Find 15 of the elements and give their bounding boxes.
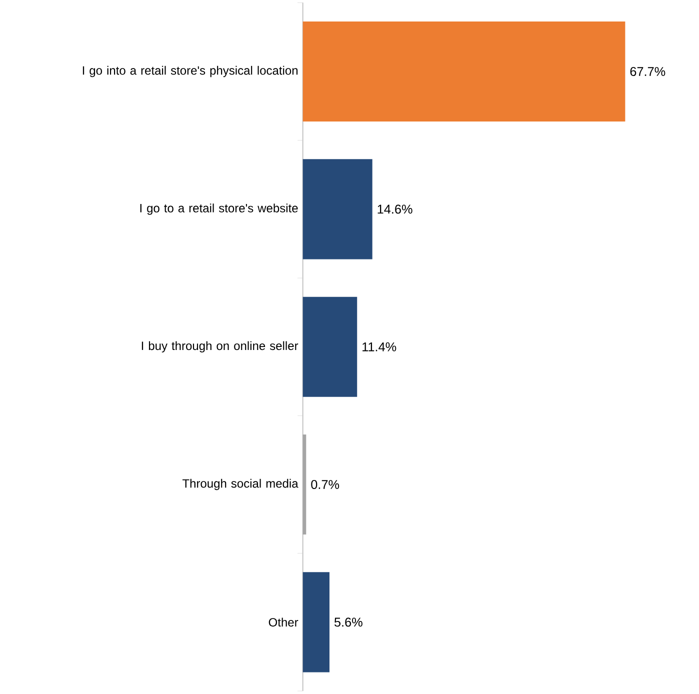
bar xyxy=(302,296,358,398)
y-tick-label: Other xyxy=(268,618,298,627)
y-tick-label: I buy through on online seller xyxy=(142,341,298,353)
y-tick-label: I go to a retail store's website xyxy=(140,204,298,215)
bar xyxy=(302,22,626,122)
data-label: 0.7% xyxy=(311,480,340,490)
bar xyxy=(302,159,372,260)
data-label: 11.4% xyxy=(362,342,396,352)
y-tick-label: Through social media xyxy=(182,479,298,490)
y-tick-label: I go into a retail store's physical location xyxy=(82,66,298,78)
data-label: 67.7% xyxy=(630,67,666,76)
data-label: 14.6% xyxy=(378,204,412,214)
data-label: 5.6% xyxy=(334,618,362,627)
bar xyxy=(302,434,306,535)
bar xyxy=(302,572,330,672)
